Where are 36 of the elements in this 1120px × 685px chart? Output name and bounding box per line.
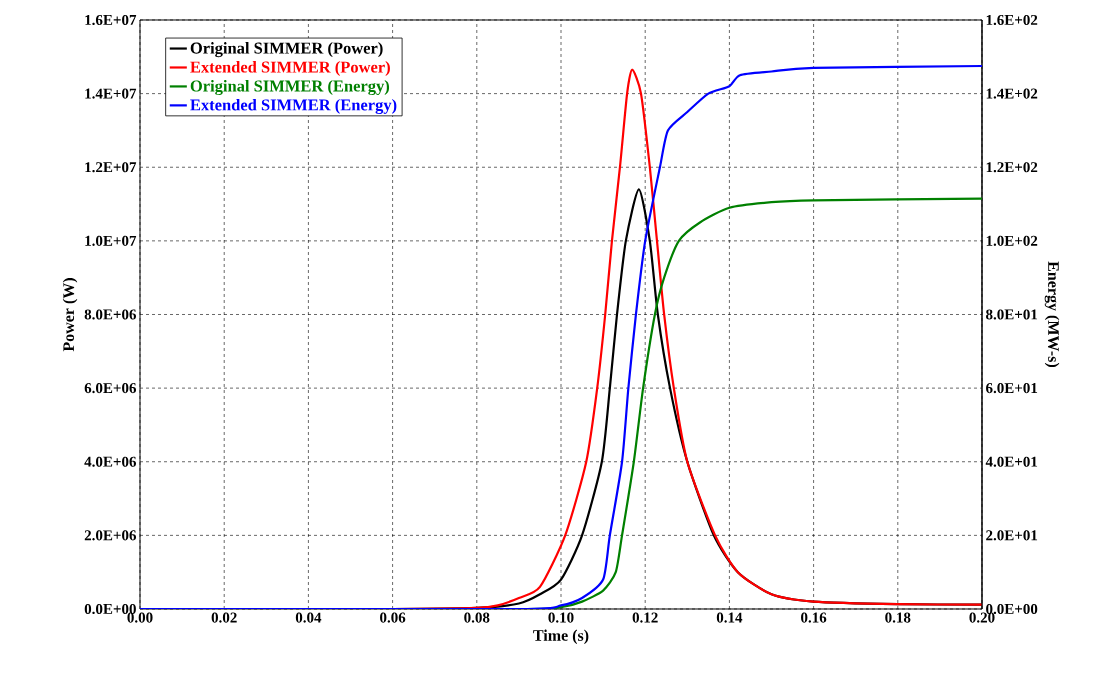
y-tick-label: 1.2E+07	[85, 162, 137, 173]
y-tick-label: 1.4E+07	[85, 88, 137, 99]
legend-label: Original SIMMER (Power)	[190, 42, 383, 58]
y2-tick-label: 1.0E+02	[986, 235, 1038, 246]
y2-tick-label: 1.2E+02	[986, 162, 1038, 173]
legend-label: Extended SIMMER (Power)	[190, 61, 390, 76]
x-tick-label: 0.20	[969, 612, 995, 623]
x-tick-label: 0.18	[885, 612, 911, 623]
x-tick-label: 0.04	[295, 612, 322, 623]
x-tick-label: 0.00	[127, 612, 153, 623]
legend-label: Original SIMMER (Energy)	[190, 79, 390, 96]
y2-tick-label: 1.4E+02	[986, 88, 1038, 99]
y-axis-title: Power (W)	[62, 278, 78, 352]
x-axis-title: Time (s)	[533, 629, 589, 645]
y-tick-label: 6.0E+06	[84, 383, 137, 394]
y2-tick-label: 8.0E+01	[986, 309, 1038, 320]
x-tick-label: 0.06	[380, 612, 406, 623]
x-tick-label: 0.02	[211, 612, 237, 623]
y-tick-label: 1.6E+07	[85, 14, 137, 26]
x-tick-label: 0.14	[716, 612, 743, 623]
y-tick-label: 4.0E+06	[84, 456, 137, 467]
y-tick-label: 2.0E+06	[84, 530, 137, 541]
y2-tick-label: 2.0E+01	[986, 530, 1038, 541]
x-tick-label: 0.12	[632, 612, 658, 623]
y2-tick-label: 1.6E+02	[986, 14, 1038, 26]
y2-tick-label: 0.0E+00	[986, 603, 1038, 615]
x-tick-label: 0.16	[801, 612, 827, 623]
y-tick-label: 0.0E+00	[84, 603, 136, 615]
y2-axis-title: Energy (MW-s)	[1044, 261, 1060, 368]
y-tick-label: 1.0E+07	[85, 235, 137, 246]
x-tick-label: 0.10	[548, 612, 574, 623]
y2-tick-label: 4.0E+01	[985, 456, 1038, 467]
legend-label: Extended SIMMER (Energy)	[190, 98, 397, 114]
x-tick-label: 0.08	[464, 612, 490, 623]
y-tick-label: 8.0E+06	[84, 309, 137, 320]
y2-tick-label: 6.0E+01	[986, 383, 1038, 394]
